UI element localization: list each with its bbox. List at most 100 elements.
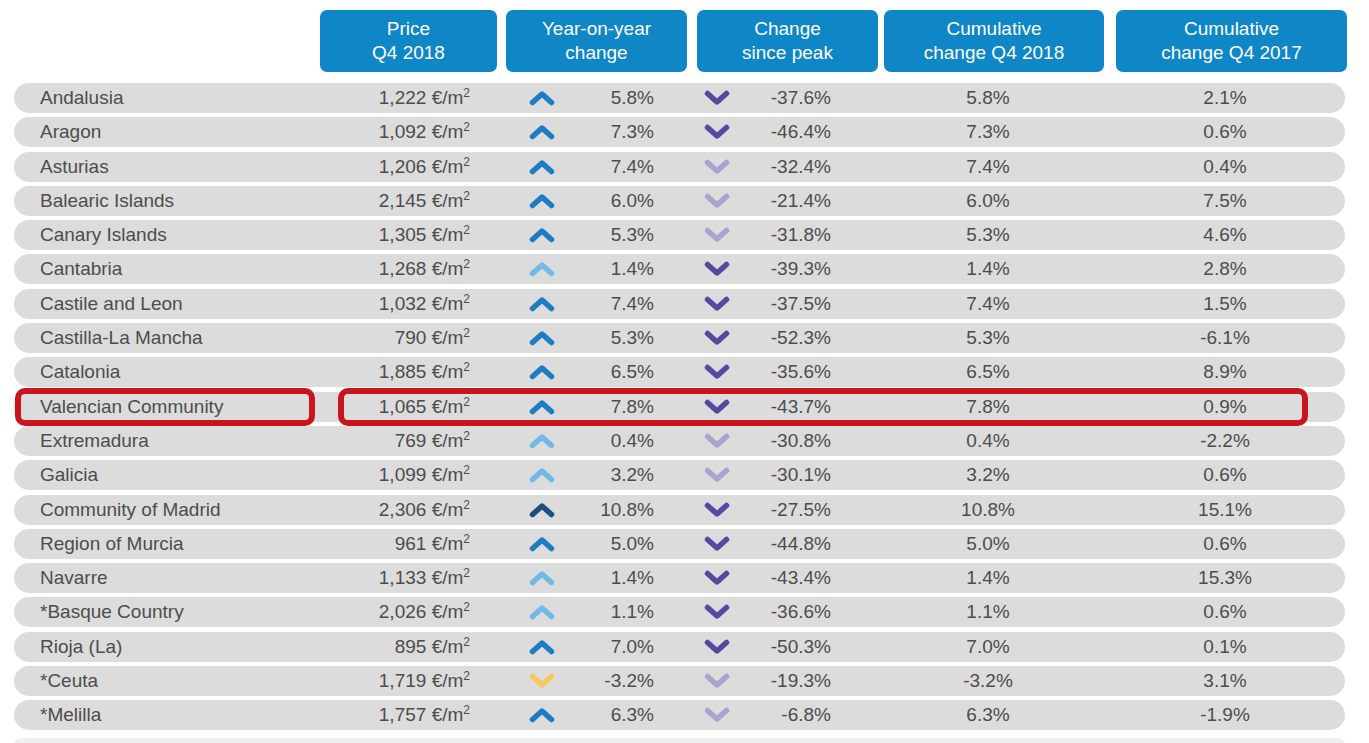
price-number: 2,306 (379, 499, 427, 520)
yoy-change-value: 5.0% (574, 529, 654, 559)
price-unit: €/m (432, 190, 464, 211)
region-name: Catalonia (40, 357, 120, 387)
price-unit-superscript: 2 (463, 291, 470, 305)
price-value: 1,099 €/m2 (270, 460, 470, 490)
peak-trend-arrow-icon (703, 254, 731, 284)
header-line: change Q4 2018 (884, 41, 1104, 65)
peak-trend-arrow-icon (703, 83, 731, 113)
cumulative-2018-value: 7.4% (882, 289, 1094, 319)
peak-trend-arrow-icon (703, 220, 731, 250)
column-header-price: Price Q4 2018 (320, 10, 497, 72)
change-since-peak-value: -31.8% (749, 220, 831, 250)
change-since-peak-value: -43.4% (749, 563, 831, 593)
header-line: since peak (697, 41, 878, 65)
cumulative-2017-value: 15.3% (1109, 563, 1341, 593)
price-unit-superscript: 2 (463, 566, 470, 580)
yoy-change-value: 7.3% (574, 117, 654, 147)
region-name: *Basque Country (40, 597, 184, 627)
peak-trend-arrow-icon (703, 289, 731, 319)
cumulative-2018-value: 5.8% (882, 83, 1094, 113)
column-header-change-since-peak: Change since peak (697, 10, 878, 72)
change-since-peak-value: -6.8% (749, 700, 831, 730)
price-value: 1,268 €/m2 (270, 254, 470, 284)
peak-trend-arrow-icon (703, 117, 731, 147)
table-row: Asturias 1,206 €/m2 7.4% -32.4% 7.4% 0.4… (14, 152, 1345, 182)
yoy-trend-arrow-icon (528, 254, 556, 284)
table-row: *Ceuta 1,719 €/m2 -3.2% -19.3% -3.2% 3.1… (14, 666, 1345, 696)
yoy-trend-arrow-icon (528, 152, 556, 182)
cumulative-2018-value: 6.0% (882, 186, 1094, 216)
region-name: Galicia (40, 460, 98, 490)
cropped-bottom-row (14, 738, 1345, 743)
cumulative-2017-value: 0.6% (1109, 597, 1341, 627)
yoy-change-value: 1.4% (574, 563, 654, 593)
yoy-trend-arrow-icon (528, 220, 556, 250)
price-unit-superscript: 2 (463, 326, 470, 340)
price-value: 1,032 €/m2 (270, 289, 470, 319)
peak-trend-arrow-icon (703, 323, 731, 353)
price-unit: €/m (432, 704, 464, 725)
price-unit-superscript: 2 (463, 600, 470, 614)
table-row: Galicia 1,099 €/m2 3.2% -30.1% 3.2% 0.6% (14, 460, 1345, 490)
table-row: Region of Murcia 961 €/m2 5.0% -44.8% 5.… (14, 529, 1345, 559)
yoy-change-value: 0.4% (574, 426, 654, 456)
change-since-peak-value: -37.5% (749, 289, 831, 319)
cumulative-2017-value: 8.9% (1109, 357, 1341, 387)
yoy-change-value: 1.4% (574, 254, 654, 284)
table-row: Castilla-La Mancha 790 €/m2 5.3% -52.3% … (14, 323, 1345, 353)
price-unit: €/m (432, 258, 464, 279)
price-value: 1,092 €/m2 (270, 117, 470, 147)
price-value: 769 €/m2 (270, 426, 470, 456)
yoy-change-value: 3.2% (574, 460, 654, 490)
peak-trend-arrow-icon (703, 632, 731, 662)
table-row: Rioja (La) 895 €/m2 7.0% -50.3% 7.0% 0.1… (14, 632, 1345, 662)
table-row: Catalonia 1,885 €/m2 6.5% -35.6% 6.5% 8.… (14, 357, 1345, 387)
table-row: Aragon 1,092 €/m2 7.3% -46.4% 7.3% 0.6% (14, 117, 1345, 147)
column-header-cumulative-2018: Cumulative change Q4 2018 (884, 10, 1104, 72)
table-row: Andalusia 1,222 €/m2 5.8% -37.6% 5.8% 2.… (14, 83, 1345, 113)
region-name: Region of Murcia (40, 529, 184, 559)
cumulative-2018-value: 1.4% (882, 563, 1094, 593)
price-value: 790 €/m2 (270, 323, 470, 353)
region-name: Rioja (La) (40, 632, 122, 662)
cumulative-2017-value: 4.6% (1109, 220, 1341, 250)
price-number: 1,206 (379, 156, 427, 177)
price-unit: €/m (432, 430, 464, 451)
price-unit-superscript: 2 (463, 360, 470, 374)
cumulative-2017-value: 2.1% (1109, 83, 1341, 113)
price-unit: €/m (432, 224, 464, 245)
cumulative-2018-value: 6.3% (882, 700, 1094, 730)
price-unit: €/m (432, 293, 464, 314)
cumulative-2017-value: 15.1% (1109, 495, 1341, 525)
price-value: 895 €/m2 (270, 632, 470, 662)
cumulative-2018-value: 3.2% (882, 460, 1094, 490)
yoy-change-value: 6.0% (574, 186, 654, 216)
yoy-change-value: 7.0% (574, 632, 654, 662)
yoy-trend-arrow-icon (528, 563, 556, 593)
price-unit: €/m (432, 87, 464, 108)
price-table: Price Q4 2018 Year-on-year change Change… (0, 0, 1369, 743)
price-value: 1,305 €/m2 (270, 220, 470, 250)
region-name: Valencian Community (40, 392, 223, 422)
region-name: Andalusia (40, 83, 123, 113)
change-since-peak-value: -32.4% (749, 152, 831, 182)
price-unit-superscript: 2 (463, 257, 470, 271)
table-row: Castile and Leon 1,032 €/m2 7.4% -37.5% … (14, 289, 1345, 319)
price-number: 1,099 (379, 464, 427, 485)
cumulative-2017-value: 0.9% (1109, 392, 1341, 422)
change-since-peak-value: -30.8% (749, 426, 831, 456)
price-number: 1,305 (379, 224, 427, 245)
header-line: Year-on-year (506, 17, 687, 41)
header-line: Q4 2018 (320, 41, 497, 65)
yoy-trend-arrow-icon (528, 597, 556, 627)
cumulative-2018-value: 1.1% (882, 597, 1094, 627)
price-number: 895 (395, 636, 427, 657)
region-name: Aragon (40, 117, 101, 147)
table-row: Canary Islands 1,305 €/m2 5.3% -31.8% 5.… (14, 220, 1345, 250)
table-row: Extremadura 769 €/m2 0.4% -30.8% 0.4% -2… (14, 426, 1345, 456)
yoy-trend-arrow-icon (528, 83, 556, 113)
cumulative-2017-value: 1.5% (1109, 289, 1341, 319)
cumulative-2017-value: 0.6% (1109, 529, 1341, 559)
cumulative-2017-value: -2.2% (1109, 426, 1341, 456)
cumulative-2017-value: 3.1% (1109, 666, 1341, 696)
